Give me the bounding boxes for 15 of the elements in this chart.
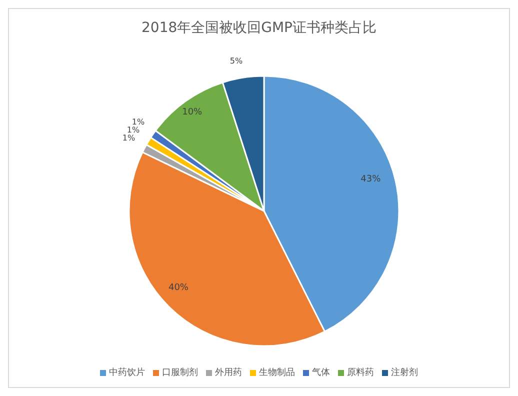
legend-label: 口服制剂 xyxy=(162,366,198,379)
data-label: 5% xyxy=(230,56,243,66)
legend-label: 中药饮片 xyxy=(109,366,145,379)
legend-label: 气体 xyxy=(312,366,330,379)
legend-label: 原料药 xyxy=(347,366,374,379)
data-label: 1% xyxy=(126,125,140,134)
data-label: 43% xyxy=(360,174,382,184)
legend-label: 生物制品 xyxy=(259,366,295,379)
data-label: 1% xyxy=(122,133,136,142)
data-label: 40% xyxy=(168,282,189,293)
data-label: 10% xyxy=(182,108,203,118)
legend-label: 注射剂 xyxy=(391,366,418,379)
data-label: 1% xyxy=(132,118,145,127)
chart-title: 2018年全国被收回GMP证书种类占比 xyxy=(140,19,378,37)
legend-label: 外用药 xyxy=(215,366,242,379)
